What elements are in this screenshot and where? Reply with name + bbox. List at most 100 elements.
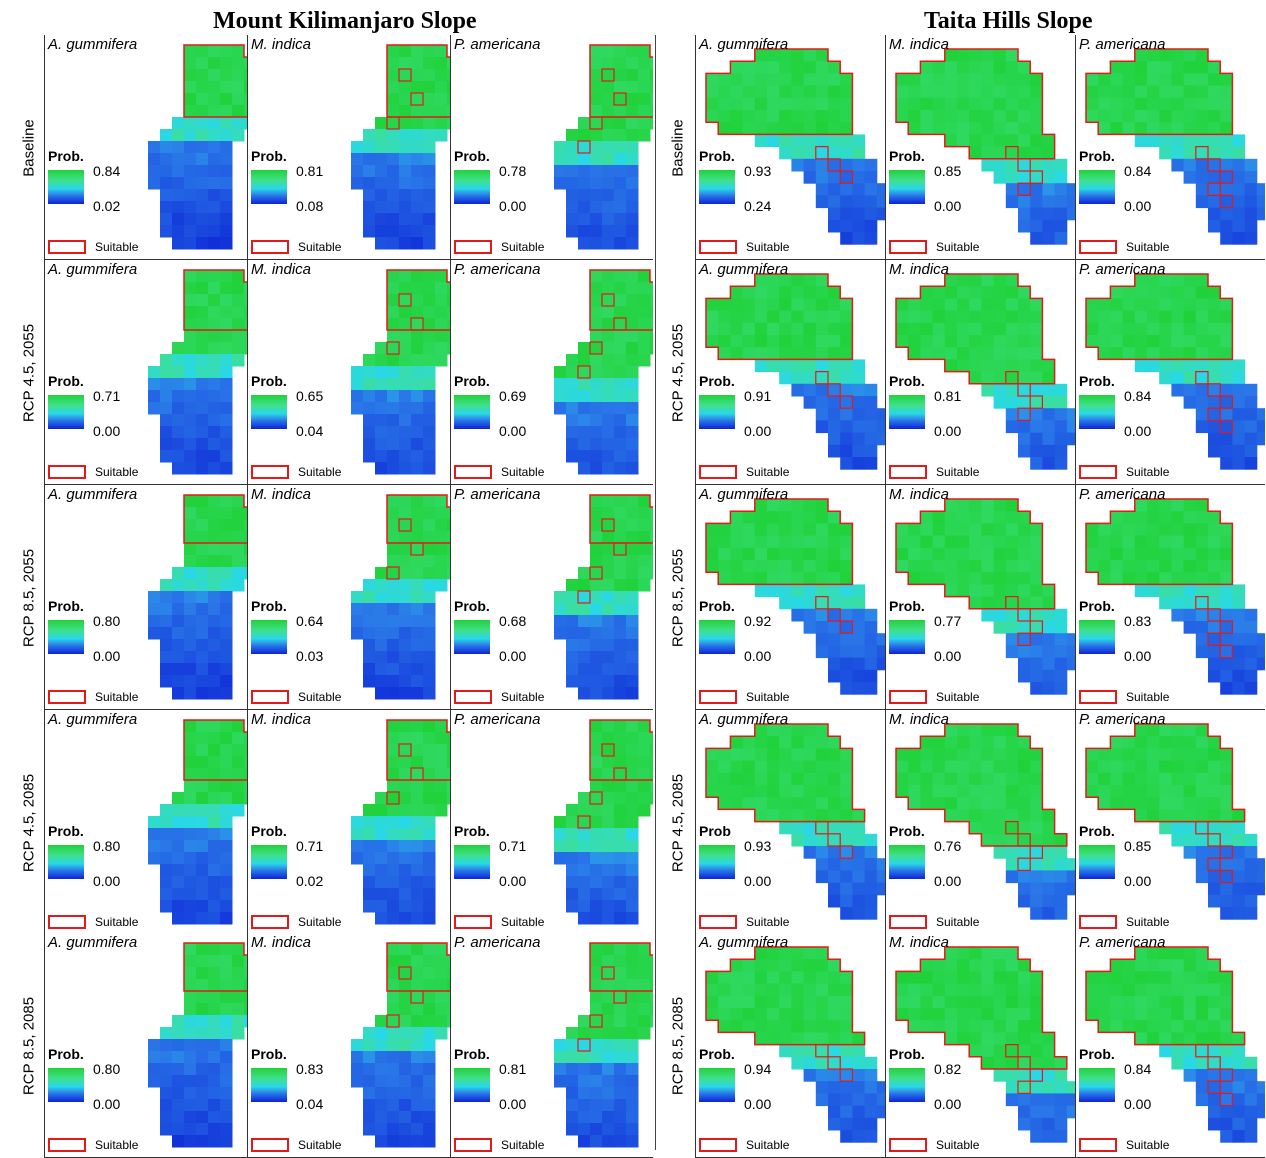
raster-cell xyxy=(969,983,982,997)
raster-cell xyxy=(815,748,829,762)
raster-cell xyxy=(718,547,731,561)
raster-cell xyxy=(614,81,627,94)
raster-cell xyxy=(435,1027,448,1040)
legend-max-value: 0.93 xyxy=(744,838,772,854)
raster-cell xyxy=(566,840,579,853)
raster-cell xyxy=(932,971,946,985)
raster-cell xyxy=(423,342,436,355)
raster-cell xyxy=(423,414,436,427)
raster-cell xyxy=(864,396,878,409)
legend-suitable-swatch xyxy=(1079,240,1117,254)
raster-cell xyxy=(815,572,829,585)
raster-cell xyxy=(840,85,853,99)
raster-cell xyxy=(650,93,653,106)
raster-cell xyxy=(208,519,221,532)
raster-cell xyxy=(993,171,1007,184)
raster-cell xyxy=(828,894,841,908)
raster-cell xyxy=(1054,408,1068,421)
raster-cell xyxy=(208,1039,221,1052)
raster-cell xyxy=(1042,821,1056,835)
raster-cell xyxy=(411,591,424,604)
raster-cell xyxy=(196,967,209,980)
raster-cell xyxy=(767,1032,780,1046)
raster-cell xyxy=(399,402,412,415)
raster-cell xyxy=(160,651,173,664)
raster-cell xyxy=(447,567,450,580)
raster-cell xyxy=(908,560,921,573)
raster-cell xyxy=(791,322,805,336)
raster-cell xyxy=(944,298,958,312)
raster-cell xyxy=(160,663,173,676)
raster-cell xyxy=(1005,134,1019,148)
raster-cell xyxy=(828,633,841,646)
raster-cell xyxy=(1005,797,1019,810)
raster-cell xyxy=(614,294,627,307)
raster-cell xyxy=(1171,298,1185,312)
kilimanjaro-panel: P. americana Prob. 0.78 0.00 Suitable xyxy=(450,35,653,260)
raster-cell xyxy=(172,888,185,901)
raster-cell xyxy=(920,572,934,585)
raster-cell xyxy=(208,967,221,980)
raster-cell xyxy=(706,310,719,324)
raster-cell xyxy=(957,560,970,573)
raster-cell xyxy=(626,390,639,403)
raster-cell xyxy=(554,615,567,628)
raster-cell xyxy=(578,804,591,817)
raster-cell xyxy=(196,45,209,58)
raster-cell xyxy=(566,378,579,391)
raster-cell xyxy=(815,408,829,421)
raster-cell xyxy=(220,306,233,319)
raster-cell xyxy=(1005,572,1019,585)
raster-cell xyxy=(363,1063,376,1076)
raster-cell xyxy=(1042,1117,1056,1131)
raster-cell xyxy=(148,153,161,166)
raster-cell xyxy=(399,943,412,956)
raster-cell xyxy=(1171,1008,1185,1021)
raster-cell xyxy=(932,335,946,348)
raster-cell xyxy=(1030,73,1043,87)
legend-min-value: 0.00 xyxy=(934,648,962,664)
raster-cell xyxy=(920,97,934,111)
raster-cell xyxy=(1005,396,1019,409)
raster-cell xyxy=(399,213,412,226)
legend-min-value: 0.03 xyxy=(296,648,324,664)
raster-cell xyxy=(932,85,946,99)
raster-cell xyxy=(435,507,448,520)
raster-cell xyxy=(423,979,436,992)
raster-cell xyxy=(1018,310,1031,324)
raster-cell xyxy=(435,756,448,769)
raster-cell xyxy=(1159,760,1172,774)
raster-cell xyxy=(1208,560,1221,573)
raster-cell xyxy=(981,833,995,847)
raster-cell xyxy=(1030,1117,1043,1131)
legend-color-ramp xyxy=(889,620,925,654)
raster-cell xyxy=(184,732,197,745)
raster-cell xyxy=(828,195,841,209)
species-name: A. gummifera xyxy=(48,261,138,278)
raster-cell xyxy=(614,438,627,451)
raster-cell xyxy=(172,342,185,355)
raster-cell xyxy=(435,732,448,745)
raster-cell xyxy=(208,1123,221,1136)
raster-cell xyxy=(590,462,603,475)
raster-cell xyxy=(803,1020,817,1033)
raster-cell xyxy=(754,61,768,74)
raster-cell xyxy=(1018,959,1031,972)
raster-cell xyxy=(602,462,615,475)
raster-cell xyxy=(387,639,400,652)
raster-cell xyxy=(650,1003,653,1016)
raster-cell xyxy=(208,354,221,367)
legend-suitable-swatch xyxy=(454,690,492,704)
raster-cell xyxy=(815,633,829,646)
legend-suitable-label: Suitable xyxy=(746,690,790,704)
raster-cell xyxy=(590,81,603,94)
raster-cell xyxy=(399,955,412,968)
raster-cell xyxy=(244,979,247,992)
raster-cell xyxy=(1005,335,1019,348)
raster-cell xyxy=(578,651,591,664)
raster-cell xyxy=(969,821,982,835)
raster-cell xyxy=(375,1123,388,1136)
raster-cell xyxy=(1232,1081,1246,1094)
raster-cell xyxy=(730,1020,744,1033)
raster-cell xyxy=(779,724,792,737)
